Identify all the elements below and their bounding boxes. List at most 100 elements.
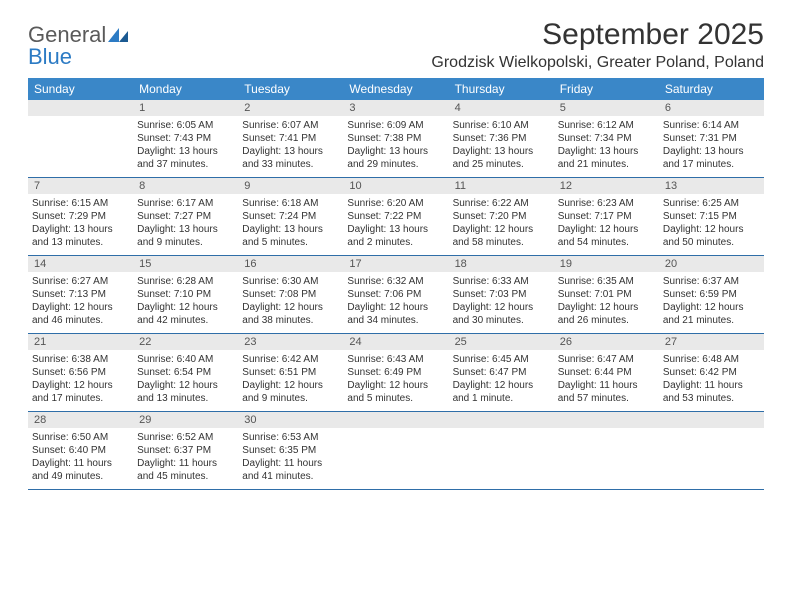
day-cell: Sunrise: 6:45 AMSunset: 6:47 PMDaylight:… [449, 350, 554, 411]
daylight-text: Daylight: 13 hours and 33 minutes. [242, 145, 339, 171]
day-cell: Sunrise: 6:14 AMSunset: 7:31 PMDaylight:… [659, 116, 764, 177]
day-cell: Sunrise: 6:35 AMSunset: 7:01 PMDaylight:… [554, 272, 659, 333]
dayname-wed: Wednesday [343, 78, 448, 100]
title-block: September 2025 Grodzisk Wielkopolski, Gr… [431, 18, 764, 72]
day-cell: Sunrise: 6:38 AMSunset: 6:56 PMDaylight:… [28, 350, 133, 411]
day-number: 8 [133, 178, 238, 194]
day-number [659, 412, 764, 428]
sunrise-text: Sunrise: 6:07 AM [242, 119, 339, 132]
dayname-mon: Monday [133, 78, 238, 100]
day-cell: Sunrise: 6:30 AMSunset: 7:08 PMDaylight:… [238, 272, 343, 333]
week-row: Sunrise: 6:50 AMSunset: 6:40 PMDaylight:… [28, 428, 764, 490]
day-number: 21 [28, 334, 133, 350]
sunset-text: Sunset: 7:15 PM [663, 210, 760, 223]
sunrise-text: Sunrise: 6:40 AM [137, 353, 234, 366]
daylight-text: Daylight: 13 hours and 9 minutes. [137, 223, 234, 249]
day-cell [554, 428, 659, 489]
day-number: 15 [133, 256, 238, 272]
sunset-text: Sunset: 6:42 PM [663, 366, 760, 379]
day-number [343, 412, 448, 428]
daylight-text: Daylight: 11 hours and 53 minutes. [663, 379, 760, 405]
daylight-text: Daylight: 13 hours and 29 minutes. [347, 145, 444, 171]
day-cell [28, 116, 133, 177]
day-number: 17 [343, 256, 448, 272]
day-number: 27 [659, 334, 764, 350]
sunset-text: Sunset: 7:17 PM [558, 210, 655, 223]
day-number: 24 [343, 334, 448, 350]
sunrise-text: Sunrise: 6:43 AM [347, 353, 444, 366]
day-cell: Sunrise: 6:40 AMSunset: 6:54 PMDaylight:… [133, 350, 238, 411]
logo-word-blue: Blue [28, 44, 72, 69]
daynum-row: 78910111213 [28, 178, 764, 194]
sunset-text: Sunset: 7:20 PM [453, 210, 550, 223]
sunset-text: Sunset: 7:38 PM [347, 132, 444, 145]
week-row: Sunrise: 6:05 AMSunset: 7:43 PMDaylight:… [28, 116, 764, 178]
sunset-text: Sunset: 7:10 PM [137, 288, 234, 301]
sunset-text: Sunset: 7:27 PM [137, 210, 234, 223]
daylight-text: Daylight: 12 hours and 1 minute. [453, 379, 550, 405]
day-number: 23 [238, 334, 343, 350]
week-row: Sunrise: 6:27 AMSunset: 7:13 PMDaylight:… [28, 272, 764, 334]
sunrise-text: Sunrise: 6:48 AM [663, 353, 760, 366]
day-cell: Sunrise: 6:47 AMSunset: 6:44 PMDaylight:… [554, 350, 659, 411]
day-cell: Sunrise: 6:53 AMSunset: 6:35 PMDaylight:… [238, 428, 343, 489]
daynum-row: 123456 [28, 100, 764, 116]
sunrise-text: Sunrise: 6:35 AM [558, 275, 655, 288]
sunset-text: Sunset: 6:51 PM [242, 366, 339, 379]
daylight-text: Daylight: 13 hours and 21 minutes. [558, 145, 655, 171]
sunset-text: Sunset: 6:54 PM [137, 366, 234, 379]
week-row: Sunrise: 6:15 AMSunset: 7:29 PMDaylight:… [28, 194, 764, 256]
day-cell: Sunrise: 6:27 AMSunset: 7:13 PMDaylight:… [28, 272, 133, 333]
daylight-text: Daylight: 12 hours and 30 minutes. [453, 301, 550, 327]
daylight-text: Daylight: 13 hours and 5 minutes. [242, 223, 339, 249]
day-number: 5 [554, 100, 659, 116]
dayname-thu: Thursday [449, 78, 554, 100]
dayname-sat: Saturday [659, 78, 764, 100]
sunset-text: Sunset: 7:29 PM [32, 210, 129, 223]
sunrise-text: Sunrise: 6:37 AM [663, 275, 760, 288]
sunset-text: Sunset: 6:35 PM [242, 444, 339, 457]
sunrise-text: Sunrise: 6:17 AM [137, 197, 234, 210]
day-number: 14 [28, 256, 133, 272]
daylight-text: Daylight: 11 hours and 57 minutes. [558, 379, 655, 405]
dayname-fri: Friday [554, 78, 659, 100]
sunset-text: Sunset: 6:59 PM [663, 288, 760, 301]
day-number: 22 [133, 334, 238, 350]
sunrise-text: Sunrise: 6:42 AM [242, 353, 339, 366]
daylight-text: Daylight: 12 hours and 9 minutes. [242, 379, 339, 405]
sunrise-text: Sunrise: 6:53 AM [242, 431, 339, 444]
day-cell: Sunrise: 6:07 AMSunset: 7:41 PMDaylight:… [238, 116, 343, 177]
daylight-text: Daylight: 11 hours and 41 minutes. [242, 457, 339, 483]
sunset-text: Sunset: 7:31 PM [663, 132, 760, 145]
month-title: September 2025 [431, 18, 764, 52]
sunset-text: Sunset: 7:41 PM [242, 132, 339, 145]
day-number: 25 [449, 334, 554, 350]
day-cell: Sunrise: 6:23 AMSunset: 7:17 PMDaylight:… [554, 194, 659, 255]
daylight-text: Daylight: 12 hours and 5 minutes. [347, 379, 444, 405]
day-cell: Sunrise: 6:22 AMSunset: 7:20 PMDaylight:… [449, 194, 554, 255]
daylight-text: Daylight: 12 hours and 38 minutes. [242, 301, 339, 327]
day-number: 20 [659, 256, 764, 272]
sunrise-text: Sunrise: 6:23 AM [558, 197, 655, 210]
sunset-text: Sunset: 7:03 PM [453, 288, 550, 301]
daylight-text: Daylight: 12 hours and 17 minutes. [32, 379, 129, 405]
daylight-text: Daylight: 12 hours and 42 minutes. [137, 301, 234, 327]
sunset-text: Sunset: 6:47 PM [453, 366, 550, 379]
daylight-text: Daylight: 11 hours and 45 minutes. [137, 457, 234, 483]
sunrise-text: Sunrise: 6:52 AM [137, 431, 234, 444]
logo-mark-icon [108, 24, 130, 46]
sunrise-text: Sunrise: 6:45 AM [453, 353, 550, 366]
day-cell: Sunrise: 6:15 AMSunset: 7:29 PMDaylight:… [28, 194, 133, 255]
header: General Blue September 2025 Grodzisk Wie… [28, 18, 764, 72]
day-cell: Sunrise: 6:12 AMSunset: 7:34 PMDaylight:… [554, 116, 659, 177]
daylight-text: Daylight: 13 hours and 37 minutes. [137, 145, 234, 171]
daylight-text: Daylight: 12 hours and 34 minutes. [347, 301, 444, 327]
sunrise-text: Sunrise: 6:32 AM [347, 275, 444, 288]
logo-text: General Blue [28, 24, 130, 68]
sunset-text: Sunset: 7:13 PM [32, 288, 129, 301]
day-number: 30 [238, 412, 343, 428]
dayname-sun: Sunday [28, 78, 133, 100]
location-text: Grodzisk Wielkopolski, Greater Poland, P… [431, 54, 764, 72]
daylight-text: Daylight: 12 hours and 54 minutes. [558, 223, 655, 249]
sunset-text: Sunset: 7:01 PM [558, 288, 655, 301]
